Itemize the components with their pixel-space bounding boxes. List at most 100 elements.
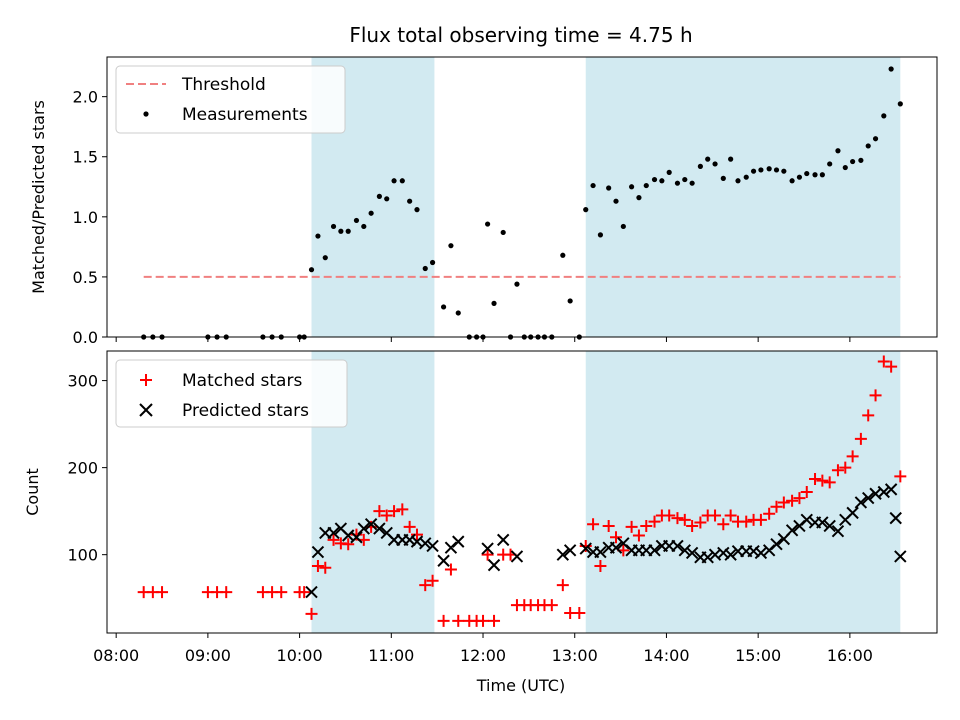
observing-window-2 [585,57,901,337]
x-tick-label: 09:00 [185,646,231,665]
measurement-point [827,161,833,167]
predicted-star-point [373,522,386,535]
predicted-star-point [609,541,623,554]
measurement-point [766,166,772,172]
matched-star-point [275,586,288,599]
measurement-point [455,310,461,316]
measurement-point [689,180,695,186]
matched-star-point [625,520,638,533]
predicted-star-point [678,544,691,557]
predicted-star-point [419,537,432,550]
matched-star-point [587,518,600,531]
matched-star-point [671,512,684,525]
predicted-star-point [862,491,875,505]
top-legend: Threshold Measurements [115,65,346,134]
matched-star-point [481,548,494,561]
measurement-point [881,113,887,119]
predicted-star-point [770,538,783,551]
predicted-star-point [563,544,577,557]
matched-star-point [573,606,586,619]
measurement-point [651,176,658,183]
predicted-star-point [724,548,737,561]
matched-star-point [663,509,676,522]
matched-star-point [809,472,822,485]
predicted-star-point [327,526,340,540]
predicted-star-point [831,524,845,538]
observing-window-2 [585,351,901,633]
matched-star-point [380,509,393,522]
top-x-ticks [115,337,851,342]
measurement-point [338,228,344,234]
x-tick-label: 13:00 [552,646,598,665]
measurement-point [567,298,573,304]
bottom-legend-box [115,359,348,428]
matched-star-point [786,494,799,507]
top-observing-windows [311,57,901,337]
top-y-ticks: 0.0 0.5 1.0 1.5 2.0 [73,88,107,347]
measurement-point [659,178,665,184]
measurement-point [353,217,360,224]
x-tick-label: 11:00 [368,646,414,665]
measurement-point [583,207,589,213]
matched-star-point [894,470,907,483]
measurement-point [804,170,810,177]
bottom-y-axis-label: Count [23,468,42,516]
matched-star-point [419,579,432,592]
measurement-point [440,304,447,310]
bottom-x-ticks: 08:00 09:00 10:00 11:00 12:00 13:00 14:00 15:00… [93,633,873,665]
measurement-point [628,184,635,190]
predicted-star-point [496,533,510,547]
measurement-point [414,207,420,213]
predicted-star-point [854,496,868,509]
top-y-axis-label: Matched/Predicted stars [29,100,48,294]
measurement-point [835,148,841,154]
matched-star-point [648,515,661,528]
measurement-point [315,233,321,239]
measurement-point [697,163,703,169]
predicted-star-point [481,542,494,555]
measurement-point [643,182,649,189]
measurement-point [391,178,397,184]
predicted-star-point [671,539,684,553]
predicted-star-point [648,544,661,557]
matched-star-point [831,464,844,477]
predicted-star-point [403,533,416,547]
predicted-star-point [579,542,592,555]
matched-star-point [327,533,340,546]
measurement-point [773,167,780,173]
measurement-point [750,168,757,174]
matched-star-point [602,519,615,532]
predicted-star-point [487,558,501,572]
measurement-point [674,180,681,186]
measurement-point [712,161,718,167]
matched-star-point [610,531,623,544]
measurement-point [500,229,506,236]
matched-star-point [854,432,867,445]
matched-star-point [800,486,813,498]
measurement-point [620,223,626,230]
y-tick-label: 300 [67,372,98,391]
predicted-star-point [437,554,450,567]
measurement-point [308,267,315,273]
chart-title: Flux total observing time = 4.75 h [349,23,692,47]
matched-star-point [426,574,439,587]
top-legend-box [115,65,346,134]
top-plot-frame [106,56,938,338]
predicted-star-point [594,545,607,559]
matched-star-point [846,450,859,463]
matched-star-point [777,496,790,509]
measurement-point [842,164,848,171]
measurement-point [345,228,351,234]
predicted-star-point [754,546,768,560]
matched-star-point [862,409,875,422]
matched-star-point [452,614,465,627]
predicted-star-point [364,517,378,531]
matched-star-point [444,563,457,576]
measurement-point [376,193,382,199]
matched-star-point [823,476,836,489]
predicted-star-point [556,548,570,561]
y-tick-label: 2.0 [73,88,98,107]
measurement-point [888,66,894,72]
x-tick-label: 14:00 [643,646,689,665]
